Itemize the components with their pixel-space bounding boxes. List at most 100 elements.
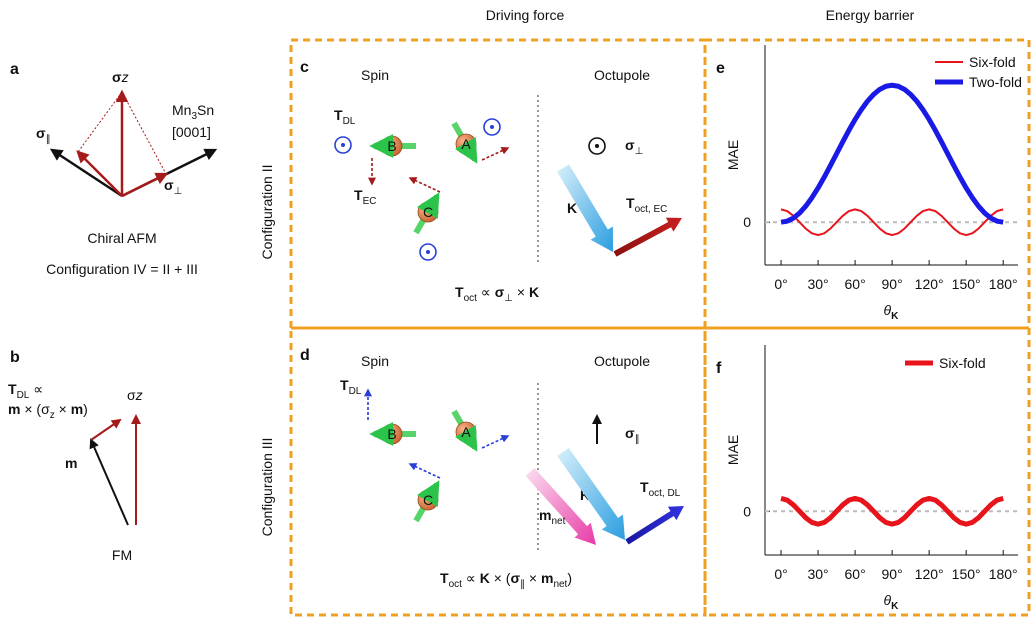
x-tick-label: 150° (952, 566, 981, 582)
text-part: × ( (490, 570, 511, 586)
text-part: σ (495, 284, 505, 300)
text-part: ) (567, 570, 572, 586)
text-part: ∥ (635, 434, 640, 445)
x-tick-label: 180° (989, 566, 1018, 582)
text-part: z (135, 387, 143, 403)
x-tick-label: 90° (882, 276, 903, 292)
arrow (410, 178, 440, 192)
panel-label: b (10, 349, 20, 366)
text-part: DL (349, 386, 362, 397)
column-header: Driving force (486, 7, 565, 23)
text-part: oct (464, 293, 478, 304)
text-part: DL (343, 116, 356, 127)
text-part: σ (112, 69, 122, 85)
caption: Chiral AFM (87, 230, 156, 246)
data-line (781, 85, 1003, 222)
text-part: × (525, 570, 541, 586)
rich-text: Toct, DL (640, 479, 681, 499)
atom-label: A (461, 424, 471, 440)
rich-text: σz (112, 69, 129, 85)
rich-text: Mn3Sn (172, 102, 214, 122)
arrow (91, 440, 128, 525)
thick-arrow (614, 218, 682, 257)
text-part: σ (164, 177, 174, 193)
rich-text: θK (884, 592, 900, 612)
text-part: ) (83, 401, 88, 417)
x-tick-label: 30° (807, 566, 828, 582)
text-part: σ (510, 570, 520, 586)
arrow (122, 174, 166, 196)
atom-label: A (461, 136, 471, 152)
text-part: σ (36, 125, 46, 141)
text-part: DL (17, 390, 30, 401)
arrow (91, 420, 120, 440)
legend-label: Six-fold (969, 54, 1016, 70)
rich-text: σ∥ (625, 425, 640, 445)
rich-text: σ⊥ (164, 177, 182, 197)
arrow (482, 148, 508, 160)
rich-text: σ∥ (36, 125, 51, 145)
atom-label: C (423, 492, 433, 508)
x-tick-label: 180° (989, 276, 1018, 292)
y-tick-label: 0 (743, 214, 751, 230)
arrow (52, 150, 122, 196)
text-part: σ (625, 137, 635, 153)
rich-text: Toct ∝ σ⊥ × K (455, 284, 539, 304)
row-header: Configuration III (259, 438, 275, 537)
x-tick-label: 60° (845, 566, 866, 582)
text-part: m (539, 507, 551, 523)
text-part: σ (625, 425, 635, 441)
x-tick-label: 60° (845, 276, 866, 292)
rich-text: TDL (340, 377, 362, 397)
text-part: EC (363, 196, 377, 207)
text-part: Mn (172, 102, 191, 118)
text-part: ∝ (462, 570, 480, 586)
y-axis-label: MAE (725, 140, 741, 170)
panel-label: e (716, 60, 725, 77)
panel-label: c (300, 59, 309, 76)
rich-text: σz (127, 387, 143, 403)
text-part: oct, EC (635, 204, 668, 215)
text-part: K (529, 284, 539, 300)
x-tick-label: 150° (952, 276, 981, 292)
text-part: ⊥ (504, 293, 513, 304)
subheader: Spin (361, 67, 389, 83)
rich-text: σ⊥ (625, 137, 643, 157)
text-part: K (891, 601, 899, 612)
rich-text: θK (884, 302, 900, 322)
subheader: Octupole (594, 353, 650, 369)
caption: Configuration IV = II + III (46, 261, 198, 277)
text-part: m (8, 401, 20, 417)
panel-label: a (10, 61, 19, 78)
rich-text: TDL (334, 107, 356, 127)
text-part: net (553, 579, 567, 590)
rich-text: TDL ∝ (8, 381, 43, 401)
atom-label: C (423, 204, 433, 220)
figure: Driving force Energy barrier Configurati… (0, 0, 1036, 621)
panel-label: d (300, 347, 310, 364)
text-part: Sn (197, 102, 214, 118)
column-header: Energy barrier (826, 7, 915, 23)
thick-arrow (625, 506, 684, 545)
text-part: m (541, 570, 553, 586)
rich-text: Toct, EC (626, 195, 667, 215)
legend-label: Six-fold (939, 355, 986, 371)
out-of-plane-dot (341, 143, 345, 147)
legend-label: Two-fold (969, 74, 1022, 90)
text-part: m (71, 401, 83, 417)
text-part: × (55, 401, 71, 417)
arrow (482, 436, 508, 448)
thick-arrow (557, 164, 613, 252)
atom-label: B (387, 426, 396, 442)
x-tick-label: 120° (915, 276, 944, 292)
out-of-plane-dot (490, 125, 494, 129)
text-part: × (σ (20, 401, 50, 417)
text-part: z (121, 69, 129, 85)
x-tick-label: 0° (774, 566, 787, 582)
arrow (410, 464, 440, 478)
rich-text: Toct ∝ K × (σ∥ × mnet) (440, 570, 572, 590)
text-part: ∥ (46, 134, 51, 145)
rich-text: m × (σz × m) (8, 401, 88, 421)
projection (122, 92, 166, 174)
projection (78, 92, 122, 152)
